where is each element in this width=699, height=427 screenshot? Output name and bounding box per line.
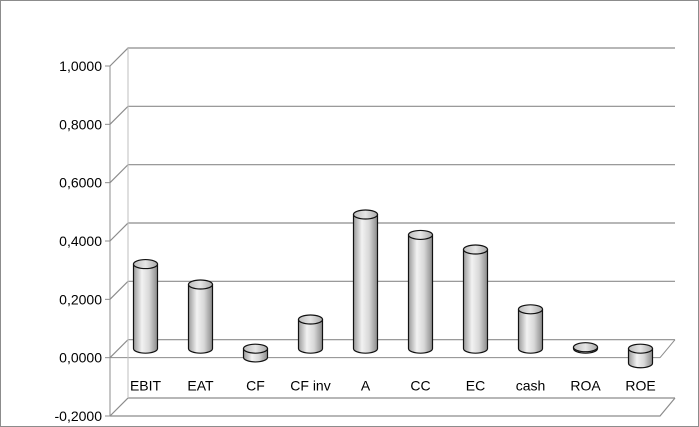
zero-plane-side-edge	[659, 339, 676, 358]
gridlines	[109, 47, 676, 417]
bar-a	[352, 209, 379, 354]
y-tick-label: 0,4000	[59, 233, 102, 249]
bar-cc	[407, 229, 434, 354]
y-tick-label: 0,8000	[59, 116, 102, 132]
category-label: EC	[466, 378, 485, 394]
category-label: CF	[246, 378, 265, 394]
y-tick-label: 0,0000	[59, 350, 102, 366]
bar-body	[407, 234, 434, 354]
bar-body	[352, 213, 379, 354]
bar-body	[297, 318, 324, 354]
category-label: ROE	[625, 378, 655, 394]
bar-top	[242, 343, 269, 354]
y-axis: -0,2000 0,0000 0,2000 0,4000 0,6000 0,8000 1,0…	[55, 48, 129, 424]
bar-top	[462, 244, 489, 255]
bar-top	[517, 304, 544, 315]
gridline	[109, 222, 675, 242]
gridline	[109, 105, 675, 125]
bar-top	[132, 258, 159, 270]
bar-body	[187, 283, 214, 354]
bar-top	[627, 343, 654, 354]
bar-ebit	[132, 258, 159, 354]
bar-eat	[187, 279, 214, 354]
category-label: EAT	[187, 378, 214, 394]
category-label: cash	[516, 378, 546, 394]
category-label: A	[361, 378, 371, 394]
bar-ec	[462, 244, 489, 354]
bar-body	[132, 263, 159, 354]
y-tick-label: 0,6000	[59, 175, 102, 191]
category-label: ROA	[570, 378, 601, 394]
bar-top	[572, 342, 599, 353]
category-label: EBIT	[130, 378, 162, 394]
category-label: CF inv	[290, 378, 330, 394]
bar-top	[407, 229, 434, 241]
bar-roa	[572, 342, 599, 354]
bar-body	[627, 348, 654, 369]
bars	[132, 209, 654, 369]
gridline	[109, 47, 675, 67]
bar-top	[352, 209, 379, 220]
category-labels: EBIT EAT CF CF inv A CC EC cash ROA ROE	[130, 378, 656, 394]
bar-cf-inv	[297, 314, 324, 354]
bar-body	[462, 248, 489, 354]
y-tick-label: 1,0000	[59, 58, 102, 74]
bar-cf	[242, 343, 269, 363]
y-tick-label: -0,2000	[55, 408, 103, 424]
bar-cash	[517, 304, 544, 354]
floor-edge	[110, 397, 676, 417]
gridline	[109, 397, 675, 417]
gridline	[109, 164, 675, 184]
bar-top	[297, 314, 324, 325]
bar-top	[187, 279, 214, 290]
y-tick-label: 0,2000	[59, 291, 102, 307]
category-label: CC	[410, 378, 430, 394]
bar-body	[517, 308, 544, 354]
bar-roe	[627, 343, 654, 369]
